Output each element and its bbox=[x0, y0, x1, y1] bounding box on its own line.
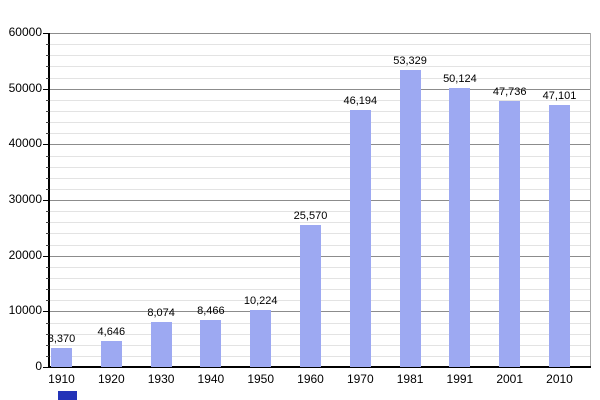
bar-value-label: 46,194 bbox=[343, 94, 378, 107]
y-axis-line bbox=[48, 33, 50, 368]
y-minor-tick bbox=[46, 133, 49, 135]
y-minor-tick bbox=[46, 177, 49, 179]
legend-swatch bbox=[58, 391, 77, 400]
x-axis-tick-label: 2010 bbox=[546, 372, 573, 386]
y-minor-tick bbox=[46, 211, 49, 213]
minor-gridline bbox=[49, 77, 590, 79]
y-minor-tick bbox=[46, 155, 49, 157]
y-major-tick bbox=[43, 144, 49, 146]
bar-1970 bbox=[349, 109, 371, 367]
minor-gridline bbox=[49, 99, 590, 101]
minor-gridline bbox=[49, 44, 590, 46]
y-major-tick bbox=[43, 200, 49, 201]
y-minor-tick bbox=[46, 77, 49, 79]
y-major-tick bbox=[43, 311, 49, 313]
x-axis-tick-label: 1920 bbox=[97, 372, 125, 386]
y-axis-tick-label: 50000 bbox=[8, 80, 42, 95]
y-minor-tick bbox=[46, 355, 49, 357]
y-minor-tick bbox=[46, 333, 49, 335]
x-axis-line bbox=[48, 366, 591, 368]
y-minor-tick bbox=[46, 322, 49, 324]
x-axis-tick-label: 1981 bbox=[396, 372, 424, 386]
y-minor-tick bbox=[46, 110, 49, 112]
y-major-tick bbox=[43, 255, 49, 257]
bar-value-label: 47,101 bbox=[542, 89, 577, 102]
y-axis-tick-label: 20000 bbox=[8, 247, 42, 262]
x-axis-tick-label: 1991 bbox=[446, 372, 474, 386]
y-axis-tick-label: 60000 bbox=[8, 25, 42, 39]
major-gridline bbox=[49, 144, 590, 146]
minor-gridline bbox=[49, 122, 590, 124]
bar-value-label: 50,124 bbox=[443, 73, 477, 85]
y-minor-tick bbox=[46, 66, 49, 68]
minor-gridline bbox=[49, 222, 590, 224]
y-minor-tick bbox=[46, 244, 49, 246]
plot-right-border bbox=[590, 33, 591, 367]
y-axis-tick-label: 30000 bbox=[8, 192, 42, 206]
y-major-tick bbox=[43, 367, 49, 368]
bar-value-label: 8,074 bbox=[147, 307, 175, 320]
bar-value-label: 3,370 bbox=[47, 333, 76, 346]
minor-gridline bbox=[49, 110, 590, 112]
x-axis-tick-label: 1910 bbox=[48, 372, 75, 386]
x-axis-tick-label: 1930 bbox=[147, 372, 175, 386]
minor-gridline bbox=[49, 211, 590, 213]
major-gridline bbox=[49, 200, 590, 201]
bar-1940 bbox=[200, 319, 222, 367]
y-minor-tick bbox=[46, 166, 49, 168]
y-minor-tick bbox=[46, 44, 49, 46]
y-minor-tick bbox=[46, 122, 49, 124]
bar-1960 bbox=[300, 224, 321, 367]
bar-value-label: 25,570 bbox=[293, 209, 328, 222]
minor-gridline bbox=[49, 155, 590, 157]
y-axis-tick-label: 0 bbox=[35, 359, 42, 373]
bar-2010 bbox=[549, 104, 570, 367]
bar-1950 bbox=[250, 310, 272, 367]
bar-value-label: 4,646 bbox=[97, 326, 126, 339]
y-minor-tick bbox=[46, 266, 49, 268]
bar-value-label: 8,466 bbox=[197, 304, 225, 317]
x-axis-tick-label: 2001 bbox=[496, 372, 524, 386]
y-minor-tick bbox=[46, 188, 49, 190]
bar-1910 bbox=[51, 348, 72, 367]
x-axis-tick-label: 1940 bbox=[197, 372, 225, 386]
minor-gridline bbox=[49, 66, 590, 68]
y-minor-tick bbox=[46, 55, 49, 57]
bar-1981 bbox=[399, 70, 421, 367]
bar-value-label: 10,224 bbox=[243, 295, 278, 308]
y-axis-tick-label: 10000 bbox=[8, 303, 42, 318]
minor-gridline bbox=[49, 166, 590, 168]
y-major-tick bbox=[43, 88, 49, 90]
y-minor-tick bbox=[46, 99, 49, 101]
y-minor-tick bbox=[46, 222, 49, 224]
bar-1920 bbox=[100, 341, 122, 367]
minor-gridline bbox=[49, 177, 590, 179]
y-minor-tick bbox=[46, 344, 49, 346]
bar-value-label: 53,329 bbox=[393, 55, 427, 68]
major-gridline bbox=[49, 88, 590, 90]
x-axis-tick-label: 1960 bbox=[297, 372, 324, 386]
y-minor-tick bbox=[46, 233, 49, 235]
y-minor-tick bbox=[46, 277, 49, 279]
bar-2001 bbox=[499, 101, 521, 367]
minor-gridline bbox=[49, 188, 590, 190]
minor-gridline bbox=[49, 133, 590, 135]
bar-1991 bbox=[449, 88, 471, 367]
y-major-tick bbox=[43, 33, 49, 34]
major-gridline bbox=[49, 33, 590, 34]
x-axis-tick-label: 1950 bbox=[247, 372, 275, 386]
bar-value-label: 47,736 bbox=[492, 86, 527, 99]
minor-gridline bbox=[49, 55, 590, 57]
bar-1930 bbox=[150, 322, 172, 367]
x-axis-tick-label: 1970 bbox=[346, 372, 374, 386]
y-minor-tick bbox=[46, 289, 49, 291]
y-axis-tick-label: 40000 bbox=[8, 136, 42, 151]
y-minor-tick bbox=[46, 300, 49, 302]
